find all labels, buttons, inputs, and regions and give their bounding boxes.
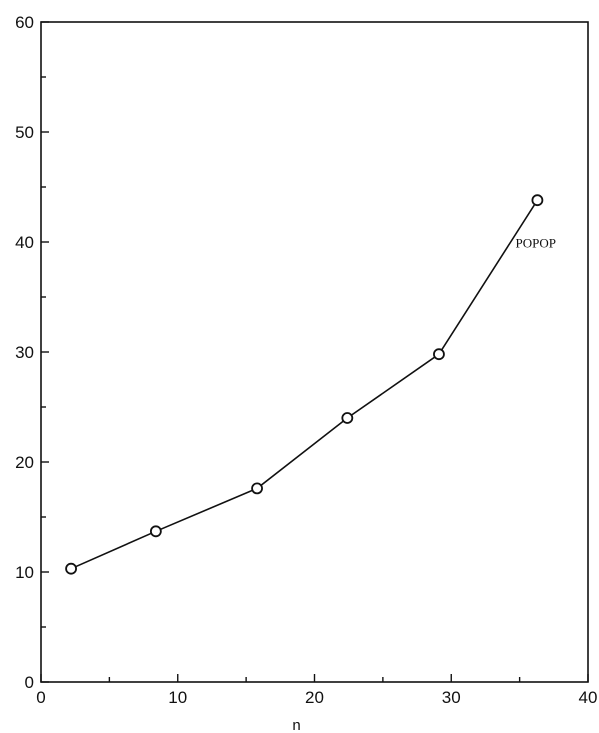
- y-tick-label: 10: [15, 563, 34, 582]
- y-tick-label: 40: [15, 233, 34, 252]
- tick-marks: [40, 21, 589, 683]
- y-tick-label: 30: [15, 343, 34, 362]
- series-line: [70, 199, 539, 570]
- x-tick-label: 30: [442, 688, 461, 707]
- data-point: [341, 412, 354, 424]
- y-tick-label: 20: [15, 453, 34, 472]
- y-tick-label: 60: [15, 13, 34, 32]
- data-point: [531, 194, 544, 207]
- x-tick-label: 0: [36, 688, 45, 707]
- y-tick-label: 50: [15, 123, 34, 142]
- plot-frame: [40, 21, 589, 683]
- data-points: [65, 194, 544, 575]
- data-point: [433, 348, 445, 361]
- y-tick-label: 0: [25, 673, 34, 692]
- x-tick-label: 10: [168, 688, 187, 707]
- x-tick-label: 40: [579, 688, 598, 707]
- data-point: [65, 562, 77, 575]
- data-point: [149, 525, 162, 538]
- tick-labels: 0 10 20 30 40 0 10 20 30 40 50 60: [15, 13, 597, 707]
- x-axis-label: n: [292, 717, 300, 733]
- annotation-popop: POPOP: [516, 236, 556, 251]
- x-tick-label: 20: [305, 688, 324, 707]
- data-point: [251, 482, 263, 495]
